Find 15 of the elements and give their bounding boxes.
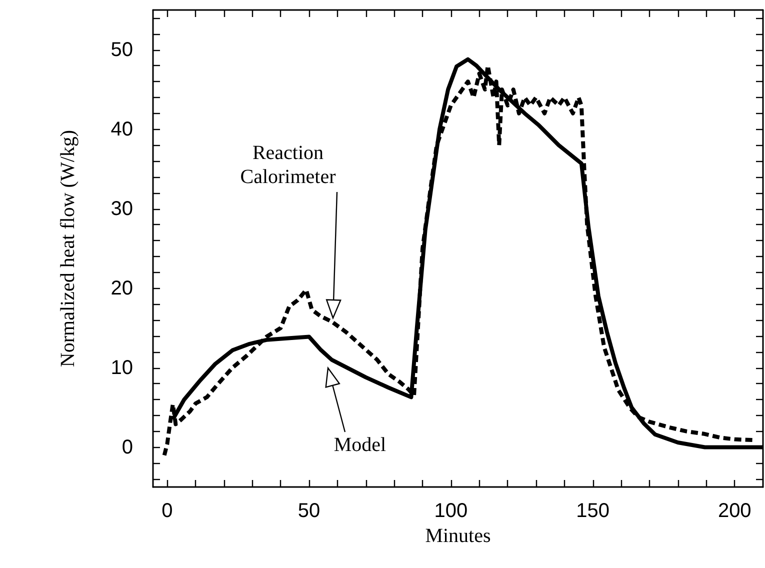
x-tick-label: 200: [718, 500, 752, 522]
y-tick-label: 10: [110, 356, 133, 379]
y-tick-label: 30: [110, 198, 133, 220]
annotation: Model: [334, 434, 387, 456]
x-tick-label: 150: [576, 500, 610, 522]
y-axis-title: Normalized heat flow (W/kg): [57, 130, 79, 368]
y-tick-label: 0: [122, 436, 133, 458]
annotation: Reaction Calorimeter: [240, 142, 336, 188]
y-tick-label: 50: [110, 38, 133, 61]
y-tick-label: 20: [110, 277, 133, 300]
y-tick-label: 40: [110, 118, 133, 140]
x-tick-label: 0: [162, 500, 173, 522]
x-axis-title: Minutes: [425, 524, 491, 547]
x-tick-label: 100: [434, 500, 468, 522]
x-tick-label: 50: [298, 500, 320, 522]
